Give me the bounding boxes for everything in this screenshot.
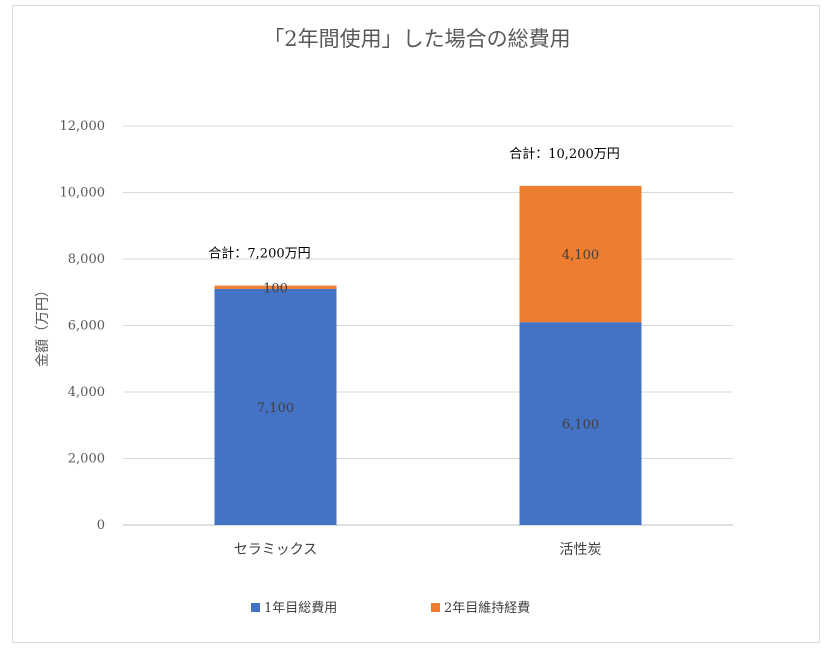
y-tick-label: 2,000 [68, 452, 105, 467]
total-label: 合計：7,200万円 [208, 246, 310, 262]
x-axis-categories: セラミックス 活性炭 [234, 542, 602, 558]
y-axis-label: 金額（万円） [35, 283, 51, 367]
y-axis-ticks: 0 2,000 4,000 6,000 8,000 10,000 12,000 [60, 119, 106, 533]
total-label: 合計：10,200万円 [509, 146, 620, 162]
data-label: 7,100 [257, 401, 294, 416]
data-label: 100 [263, 281, 288, 296]
legend-label: 1年目総費用 [264, 601, 337, 616]
category-label: 活性炭 [560, 542, 602, 558]
data-label: 4,100 [562, 248, 599, 263]
y-tick-label: 10,000 [60, 186, 106, 201]
bar-segment [519, 322, 642, 525]
data-label: 6,100 [562, 418, 599, 433]
legend: 1年目総費用 2年目維持経費 [251, 601, 530, 616]
y-tick-label: 4,000 [68, 385, 105, 400]
chart-frame: 「2年間使用」した場合の総費用 0 2,000 4,000 6,000 8,000 10,… [12, 5, 820, 643]
y-tick-label: 0 [97, 518, 105, 533]
y-tick-label: 8,000 [68, 252, 105, 267]
bar-segment [214, 288, 337, 525]
bar-segment [214, 285, 337, 289]
category-label: セラミックス [234, 542, 318, 558]
y-tick-label: 6,000 [68, 319, 105, 334]
stacked-bar-chart: 「2年間使用」した場合の総費用 0 2,000 4,000 6,000 8,000 10,… [35, 27, 733, 616]
legend-swatch [251, 603, 260, 612]
bar-segment [519, 185, 642, 323]
legend-swatch [431, 603, 440, 612]
y-tick-label: 12,000 [60, 119, 106, 134]
chart-title: 「2年間使用」した場合の総費用 [263, 27, 570, 51]
legend-label: 2年目維持経費 [444, 601, 530, 616]
bars: 7,100 100 合計：7,200万円 6,100 4,100 合計：10,200万円 [208, 146, 642, 525]
